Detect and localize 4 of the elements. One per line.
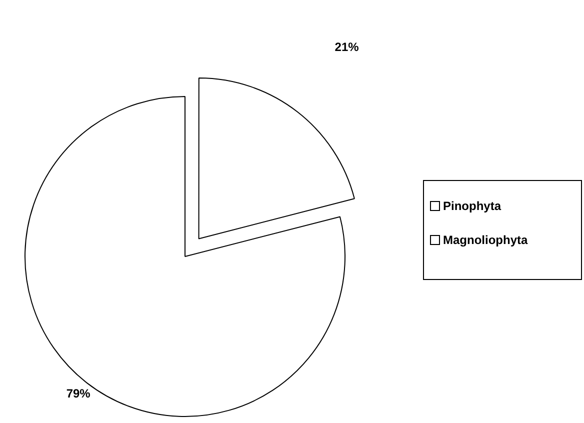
data-label: 79% bbox=[66, 386, 91, 400]
legend-label: Magnoliophyta bbox=[443, 233, 528, 247]
data-label: 21% bbox=[334, 40, 360, 54]
legend-label: Pinophyta bbox=[443, 199, 502, 213]
